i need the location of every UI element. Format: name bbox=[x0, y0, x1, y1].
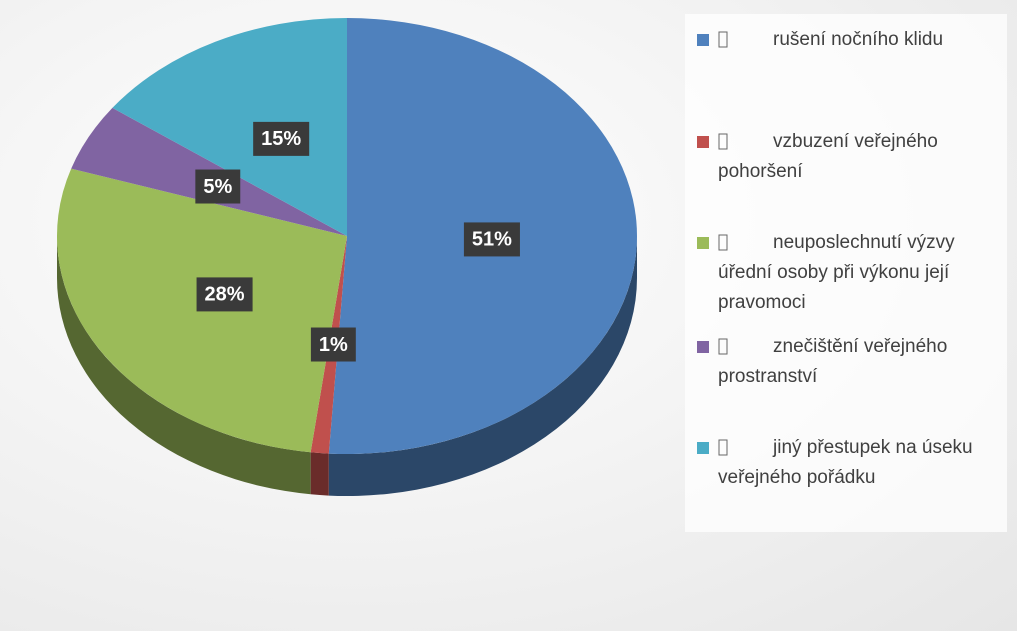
legend bbox=[685, 14, 1007, 532]
legend-swatch bbox=[697, 237, 709, 249]
legend-swatch bbox=[697, 136, 709, 148]
data-label-box bbox=[253, 121, 310, 156]
legend-swatch bbox=[697, 442, 709, 454]
legend-swatch bbox=[697, 34, 709, 46]
legend-glyph bbox=[718, 338, 728, 355]
legend-label: znečištění veřejného prostranství bbox=[718, 336, 948, 387]
legend-glyph bbox=[718, 234, 728, 251]
data-label-box bbox=[196, 277, 253, 312]
pie-side bbox=[328, 236, 637, 496]
data-label: 15% bbox=[261, 128, 301, 150]
legend-label: rušení nočního klidu bbox=[773, 29, 944, 50]
pie-side bbox=[310, 452, 329, 496]
data-label-box bbox=[310, 327, 356, 362]
legend-glyph bbox=[718, 31, 728, 48]
data-label: 51% bbox=[472, 229, 512, 251]
legend-swatch bbox=[697, 341, 709, 353]
data-label-box bbox=[463, 222, 520, 257]
legend-glyph bbox=[718, 439, 728, 456]
data-label-box bbox=[195, 169, 241, 204]
legend-label: neuposlechnutí výzvy úřední osoby při vý… bbox=[718, 232, 955, 313]
data-label: 1% bbox=[319, 334, 348, 356]
legend-label: jiný přestupek na úseku veřejného pořádk… bbox=[718, 437, 973, 488]
data-label: 28% bbox=[205, 284, 245, 306]
data-label: 5% bbox=[203, 176, 232, 198]
legend-glyph bbox=[718, 133, 728, 150]
legend-label: vzbuzení veřejného pohoršení bbox=[718, 131, 938, 182]
pie-side bbox=[57, 236, 311, 495]
pie-slice bbox=[112, 18, 347, 236]
